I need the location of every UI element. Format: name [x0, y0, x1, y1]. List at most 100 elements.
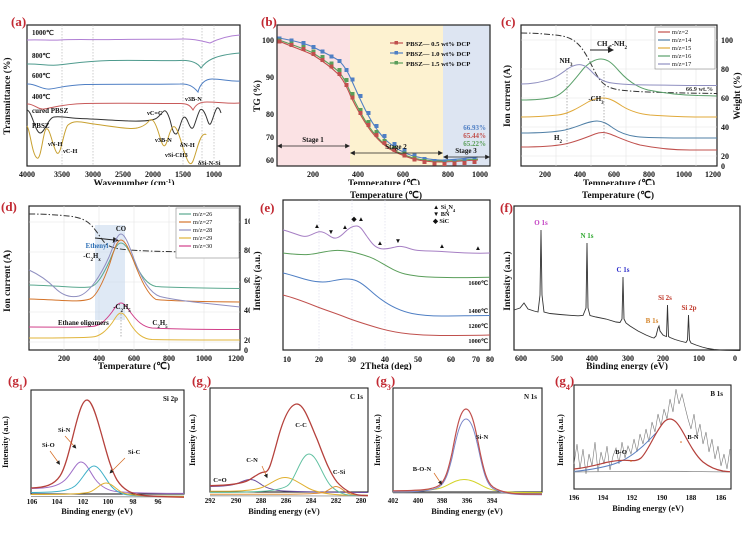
svg-text:Binding energy (eV): Binding energy (eV): [248, 507, 320, 516]
svg-text:cured PBSZ: cured PBSZ: [32, 107, 69, 115]
svg-text:O 1s: O 1s: [534, 219, 548, 227]
svg-text:Ion current (A): Ion current (A): [502, 65, 513, 127]
svg-text:Temperature (℃): Temperature (℃): [583, 178, 655, 185]
svg-text:80: 80: [721, 65, 729, 74]
svg-text:PBSZ— 0.5 wt% DCP: PBSZ— 0.5 wt% DCP: [406, 41, 470, 48]
svg-text:Binding energy (eV): Binding energy (eV): [61, 507, 133, 516]
svg-text:2Theta (deg): 2Theta (deg): [360, 361, 411, 370]
svg-text:Transmittance (%): Transmittance (%): [2, 57, 13, 134]
svg-text:m/z=2: m/z=2: [672, 29, 688, 36]
svg-text:B 1s: B 1s: [646, 317, 659, 325]
svg-text:0: 0: [721, 162, 725, 171]
svg-text:NH3: NH3: [560, 57, 574, 68]
svg-text:1000: 1000: [472, 170, 488, 179]
svg-text:N 1s: N 1s: [524, 393, 537, 401]
svg-text:60: 60: [721, 94, 729, 103]
svg-text:Binding energy (eV): Binding energy (eV): [586, 361, 668, 370]
svg-text:B-O: B-O: [615, 449, 627, 456]
svg-text:Intensity (a.u.): Intensity (a.u.): [556, 414, 565, 466]
svg-text:▼ BN: ▼ BN: [433, 211, 450, 218]
svg-text:◆ SiC: ◆ SiC: [432, 218, 450, 225]
svg-text:δSi-N-Si: δSi-N-Si: [198, 160, 221, 167]
svg-text:C 1s: C 1s: [350, 393, 363, 401]
svg-text:Ion current (A): Ion current (A): [2, 250, 13, 312]
svg-text:20: 20: [315, 355, 323, 364]
svg-text:C 1s: C 1s: [616, 266, 629, 274]
svg-text:▲: ▲: [314, 223, 320, 230]
svg-text:290: 290: [231, 497, 242, 505]
svg-text:(c): (c): [501, 14, 515, 29]
svg-text:800℃: 800℃: [32, 52, 51, 60]
svg-text:Temperature (℃): Temperature (℃): [350, 190, 422, 201]
svg-text:m/z=14: m/z=14: [672, 37, 692, 44]
svg-text:(f): (f): [500, 200, 513, 215]
svg-text:292: 292: [205, 497, 216, 505]
svg-text:0: 0: [244, 346, 248, 355]
svg-text:m/z=30: m/z=30: [193, 243, 212, 250]
svg-text:196: 196: [569, 494, 580, 502]
svg-text:(g4): (g4): [555, 374, 574, 392]
svg-text:νSi-CH3: νSi-CH3: [164, 152, 188, 159]
svg-text:40: 40: [721, 123, 729, 132]
svg-text:800: 800: [643, 170, 655, 179]
svg-text:Si 2p: Si 2p: [682, 304, 697, 312]
svg-text:ν3B-N: ν3B-N: [184, 96, 202, 103]
svg-text:m/z=26: m/z=26: [193, 211, 212, 218]
svg-text:100: 100: [693, 354, 705, 363]
svg-text:▲: ▲: [439, 243, 445, 250]
svg-text:1000: 1000: [196, 354, 212, 363]
svg-text:65.44%: 65.44%: [463, 132, 486, 140]
svg-text:600: 600: [397, 170, 409, 179]
svg-text:402: 402: [388, 497, 399, 505]
svg-text:C-C: C-C: [295, 422, 307, 429]
svg-text:▲: ▲: [475, 245, 481, 252]
svg-text:Si 2s: Si 2s: [658, 294, 672, 302]
svg-text:192: 192: [627, 494, 638, 502]
svg-text:80: 80: [266, 110, 274, 119]
svg-text:PBSZ— 1.5 wt% DCP: PBSZ— 1.5 wt% DCP: [406, 61, 470, 68]
svg-text:Si 2p: Si 2p: [163, 395, 178, 403]
svg-text:60: 60: [447, 355, 455, 364]
svg-text:Intensity (a.u.): Intensity (a.u.): [502, 251, 513, 310]
svg-text:(g2): (g2): [192, 374, 211, 392]
svg-text:Si-O: Si-O: [42, 442, 55, 449]
svg-text:600℃: 600℃: [32, 72, 51, 80]
svg-text:Stage 2: Stage 2: [385, 143, 407, 151]
svg-text:4000: 4000: [19, 170, 35, 179]
svg-text:νC=C: νC=C: [146, 110, 163, 117]
svg-text:280: 280: [356, 497, 367, 505]
svg-text:(b): (b): [261, 14, 277, 29]
svg-text:50: 50: [414, 355, 422, 364]
svg-text:3000: 3000: [85, 170, 101, 179]
svg-text:▼: ▼: [328, 229, 334, 236]
svg-text:Stage 1: Stage 1: [302, 136, 324, 144]
svg-text:Intensity (a.u.): Intensity (a.u.): [252, 251, 263, 310]
svg-text:C-N: C-N: [246, 457, 258, 464]
svg-text:PBSZ: PBSZ: [32, 122, 50, 130]
svg-text:(g3): (g3): [376, 374, 395, 392]
svg-text:m/z=27: m/z=27: [193, 219, 212, 226]
svg-text:288: 288: [256, 497, 267, 505]
svg-text:m/z=15: m/z=15: [672, 45, 691, 52]
svg-text:C=O: C=O: [213, 477, 226, 484]
svg-text:Wavenumber (cm-1): Wavenumber (cm-1): [94, 178, 175, 186]
svg-text:20: 20: [721, 152, 729, 161]
svg-text:B-N: B-N: [687, 434, 699, 441]
svg-text:398: 398: [437, 497, 448, 505]
svg-text:284: 284: [306, 497, 317, 505]
svg-text:CO: CO: [116, 226, 126, 233]
svg-text:1000: 1000: [206, 170, 222, 179]
svg-text:90: 90: [266, 73, 274, 82]
svg-text:▼: ▼: [395, 238, 401, 245]
svg-text:PBSZ— 1.0 wt% DCP: PBSZ— 1.0 wt% DCP: [406, 51, 470, 58]
svg-text:30: 30: [348, 355, 356, 364]
svg-text:500: 500: [551, 354, 563, 363]
svg-text:(e): (e): [260, 200, 274, 215]
svg-text:TG (%): TG (%): [252, 80, 263, 112]
svg-text:100: 100: [721, 36, 733, 45]
svg-text:102: 102: [78, 498, 89, 506]
svg-text:1000: 1000: [676, 170, 692, 179]
svg-text:400: 400: [352, 170, 364, 179]
svg-text:106: 106: [27, 498, 38, 506]
svg-text:186: 186: [716, 494, 727, 502]
